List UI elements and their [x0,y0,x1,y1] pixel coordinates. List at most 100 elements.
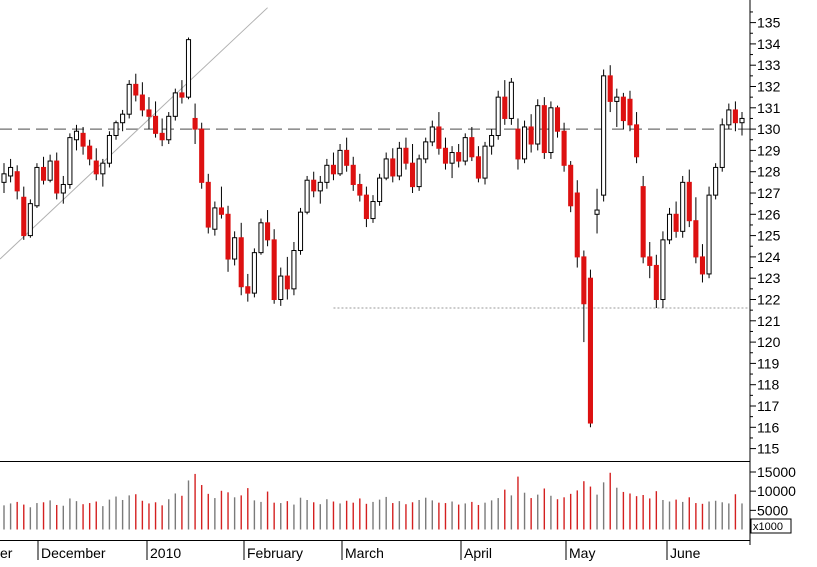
y-tick-label: 115 [757,441,780,457]
candle-body-down [54,160,60,194]
candle-body-down [732,109,738,124]
candle-body-up [739,117,745,124]
candle-body-down [528,126,534,145]
y-tick-label: 119 [757,355,780,371]
candle [528,114,534,153]
candle [686,169,692,228]
candle [627,90,633,132]
candle [258,218,264,255]
x-axis-label: April [464,545,492,561]
candle [106,131,112,168]
candle-body-up [324,164,330,183]
candle [614,88,620,127]
y-tick-label: 116 [757,419,780,435]
candle-body-up [423,141,429,160]
candle-body-down [409,162,416,188]
candle [713,163,719,200]
candle-body-up [666,213,673,241]
candle [363,186,369,228]
candle-body-up [660,239,666,300]
candle [67,133,73,189]
candle-body-down [568,164,574,207]
candle [719,118,725,172]
volume-unit-label: x1000 [753,521,783,533]
candle-body-down [80,132,86,147]
candle-body-up [8,166,14,177]
candle [495,90,501,140]
candle-body-up [212,207,218,230]
candle-body-down [627,98,633,126]
volume-tick-label: 10000 [757,483,796,499]
candle-body-up [304,179,310,213]
candle [245,273,251,302]
candle-body-down [225,213,231,260]
candle-body-down [587,277,593,424]
candle [508,77,514,125]
candle [574,180,580,268]
candle [126,80,132,119]
candle [146,97,152,130]
candle-body-up [416,158,422,188]
candle [673,201,679,238]
candle [40,156,47,185]
candle [390,148,396,183]
candle-body-up [113,122,119,136]
candle-body-down [205,181,211,228]
candle-body-down [153,115,159,134]
candle [449,146,455,179]
candle [732,101,738,132]
candle-body-up [535,105,541,145]
candle [660,231,666,309]
candle [409,144,416,193]
candle [278,267,284,306]
candle [607,65,613,113]
candle [350,156,356,191]
x-axis-label: May [569,545,595,561]
candle-body-down [581,256,587,305]
candle-body-down [502,96,508,119]
candle-body-up [377,177,383,203]
volume-unit-box [750,518,792,534]
candle-body-down [693,220,699,258]
candle [403,137,409,170]
candle-body-up [680,181,686,232]
candle [159,118,165,147]
candle-body-down [363,194,369,220]
candle-body-down [146,109,152,117]
candle-body-up [482,145,488,179]
candle-body-down [653,264,659,301]
candle [297,207,304,255]
candle-body-down [607,75,613,102]
candle-body-up [172,92,178,117]
candle-body-down [390,158,396,177]
candle-body-down [192,117,198,130]
candle [73,124,80,151]
y-tick-label: 132 [757,79,781,95]
candle [60,175,66,204]
candle [212,201,218,236]
candle-body-down [442,147,449,164]
candle [383,152,389,181]
y-tick-label: 123 [757,270,781,286]
candle-body-up [34,166,40,207]
y-tick-label: 121 [757,313,781,329]
candle-body-up [251,252,257,294]
candle-body-down [218,207,224,215]
y-tick-label: 117 [757,398,780,414]
candle [14,165,20,200]
candle-body-down [21,196,27,237]
candle [192,103,198,145]
candle [377,173,383,206]
y-tick-label: 120 [757,334,781,350]
candle-body-down [93,160,99,175]
candle-body-up [232,237,238,260]
candle-body-up [522,126,528,160]
candle [489,129,495,155]
candle [370,195,376,223]
candle-body-down [14,171,20,192]
candle [475,146,481,183]
candle [502,80,508,125]
candle-body-up [495,96,501,136]
trend-line [0,7,268,260]
